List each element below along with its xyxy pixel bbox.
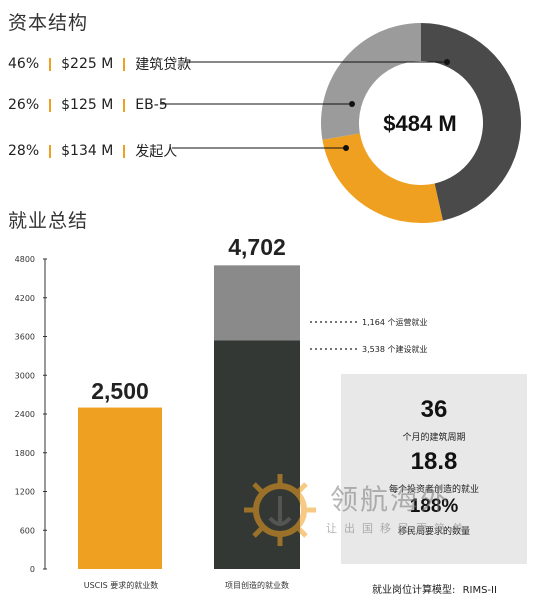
y-axis: 0 600 1200 1800 2400 3000 3600 4200 4800	[15, 255, 47, 574]
capital-amount: $225 M	[61, 56, 114, 72]
y-tick-label: 2400	[15, 410, 35, 419]
watermark-slogan-text: 让出国移民更简单	[326, 522, 470, 535]
capital-row-sponsor: 28% $134 M 发起人	[8, 141, 177, 161]
category-label-uscis: USCIS 要求的就业数	[83, 581, 159, 590]
capital-percent: 28%	[8, 143, 40, 159]
model-name-text: RIMS-II	[462, 585, 497, 596]
calculation-model-label: 就业岗位计算模型: RIMS-II	[372, 581, 497, 596]
donut-center-total: $484 M	[383, 111, 456, 136]
separator	[49, 144, 52, 158]
y-tick-label: 1200	[15, 488, 35, 497]
donut-slice-construction-loan	[421, 23, 521, 221]
leader-dot-sponsor	[343, 145, 349, 151]
separator	[49, 57, 52, 71]
model-label-text: 就业岗位计算模型:	[372, 585, 456, 596]
capital-label: EB-5	[135, 97, 168, 113]
capital-row-construction-loan: 46% $225 M 建筑贷款	[8, 54, 191, 74]
y-tick-label: 0	[30, 565, 35, 574]
category-label-project: 项目创造的就业数	[225, 581, 289, 590]
bar-project-operations	[214, 265, 300, 341]
donut-slices	[321, 23, 521, 223]
donut-slice-sponsor	[321, 23, 421, 140]
annotation-operations: 1,164 个运营就业	[362, 317, 427, 327]
bar-uscis	[78, 407, 162, 569]
y-tick-label: 4200	[15, 294, 35, 303]
y-tick-label: 1800	[15, 449, 35, 458]
y-tick-label: 3000	[15, 371, 35, 380]
capital-percent: 26%	[8, 97, 40, 113]
leader-dot-eb5	[349, 101, 355, 107]
separator	[123, 144, 126, 158]
stat-value-required-ratio: 188%	[409, 496, 459, 517]
y-tick-label: 4800	[15, 255, 35, 264]
separator	[123, 57, 126, 71]
uscis-value-label: 2,500	[91, 378, 149, 404]
stat-value-jobs-per-investor: 18.8	[410, 448, 458, 475]
stat-label-jobs-per-investor: 每个投资者创造的就业	[388, 485, 479, 495]
capital-amount: $125 M	[61, 97, 114, 113]
stat-label-required-ratio: 移民局要求的数量	[397, 527, 470, 537]
capital-label: 发起人	[135, 144, 178, 160]
watermark-brand-text: 领航海外	[330, 483, 451, 516]
donut-slice-eb5	[322, 133, 443, 223]
stats-panel: 36 个月的建筑周期 18.8 每个投资者创造的就业 188% 移民局要求的数量	[341, 374, 527, 564]
stat-value-construction-period: 36	[420, 396, 448, 423]
watermark-helm-icon	[244, 474, 316, 546]
separator	[49, 98, 52, 112]
annotation-construction: 3,538 个建设就业	[362, 344, 427, 354]
employment-summary-title: 就业总结	[8, 210, 89, 232]
y-tick-label: 600	[20, 526, 35, 535]
capital-amount: $134 M	[61, 143, 114, 159]
project-value-label: 4,702	[228, 234, 286, 260]
stat-label-construction-period: 个月的建筑周期	[402, 433, 466, 443]
capital-label: 建筑贷款	[135, 57, 192, 73]
capital-donut-chart: $484 M	[160, 23, 521, 223]
y-tick-label: 3600	[15, 333, 35, 342]
leader-dot-construction-loan	[444, 59, 450, 65]
separator	[123, 98, 126, 112]
capital-row-eb5: 26% $125 M EB-5	[8, 97, 168, 113]
capital-percent: 46%	[8, 56, 40, 72]
capital-structure-title: 资本结构	[8, 12, 89, 34]
